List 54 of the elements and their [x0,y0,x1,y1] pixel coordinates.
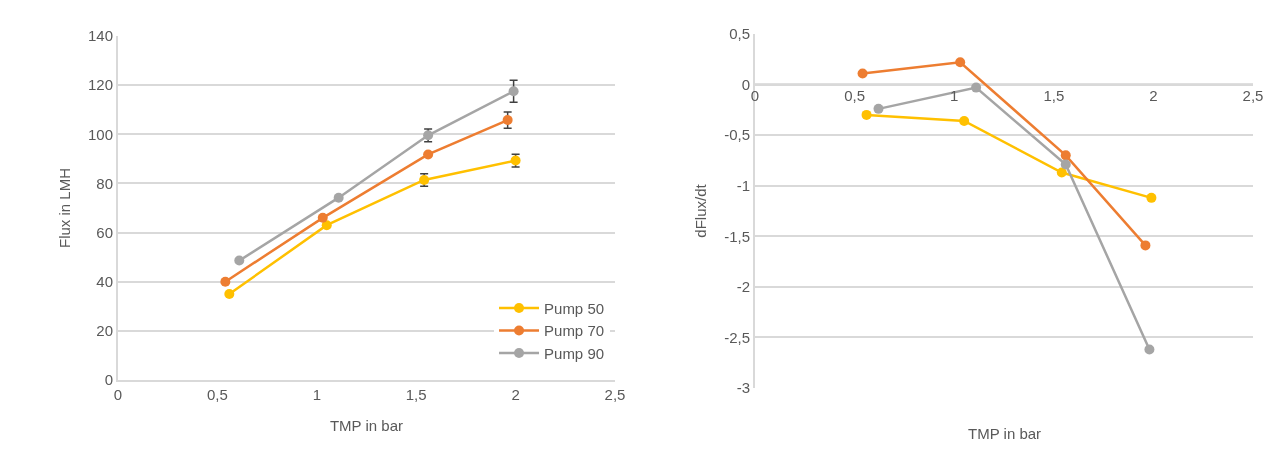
x-tick-label: 0,5 [844,86,866,104]
x-axis-title: TMP in bar [329,416,404,434]
legend-label: Pump 70 [544,322,605,340]
y-tick-label: 140 [87,27,113,45]
point [508,86,519,97]
y-tick-label: 0 [741,75,750,93]
x-tick-label: 2 [1149,86,1158,104]
point [857,68,868,79]
y-tick-label: -2 [736,278,750,296]
point [971,82,982,93]
point [1144,344,1155,355]
point [873,103,884,114]
y-tick-label: -1,5 [724,227,750,245]
y-tick-label: 120 [87,76,113,94]
x-tick-label: 1,5 [1043,86,1065,104]
y-tick-label: -3 [736,379,750,397]
y-tick-label: -0,5 [724,126,750,144]
y-tick-label: -1 [736,176,750,194]
y-tick-label: 20 [96,322,113,340]
x-tick-label: 2,5 [604,386,626,403]
point [959,115,970,126]
point [234,255,245,266]
point [1140,240,1151,251]
point [317,212,328,223]
y-tick-label: 40 [96,272,113,290]
x-tick-label: 2 [511,386,520,403]
x-tick-label: 1 [950,86,959,104]
point [1060,150,1071,161]
point [220,276,231,287]
point [1146,192,1157,203]
y-axis-title: Flux in LMH [55,167,73,249]
y-tick-label: -2,5 [724,328,750,346]
y-tick-label: 100 [87,125,113,143]
point [333,192,344,203]
y-tick-label: 60 [96,223,113,241]
point [861,109,872,120]
point [502,115,513,126]
y-tick-label: 80 [96,174,113,192]
legend-label: Pump 50 [544,299,605,317]
point [955,57,966,68]
y-tick-label: 0 [104,371,113,389]
point [321,220,332,231]
point [1056,167,1067,178]
x-tick-label: 2,5 [1242,86,1264,104]
y-axis-title: dFlux/dt [691,183,709,238]
x-axis-title: TMP in bar [968,425,1042,442]
point [1060,159,1071,170]
x-tick-label: 1 [312,386,321,403]
x-tick-label: 1,5 [405,386,427,403]
x-tick-label: 0,5 [206,386,228,403]
y-tick-label: 0,5 [729,25,750,43]
point [224,289,235,299]
point [423,149,434,160]
legend-label: Pump 90 [544,344,605,362]
